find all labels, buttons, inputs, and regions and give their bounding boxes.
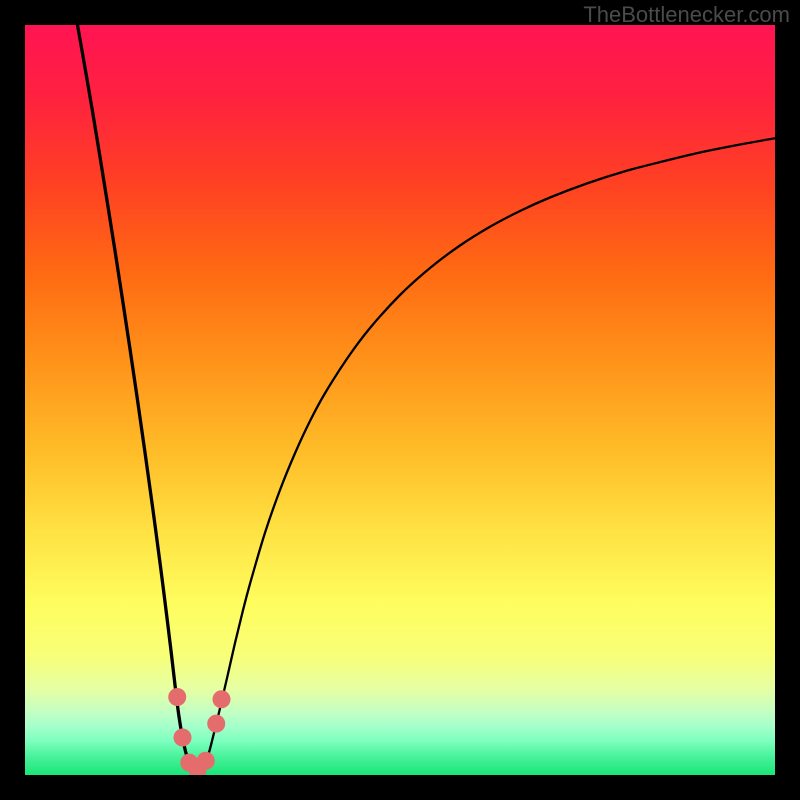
marker-dot xyxy=(213,690,231,708)
marker-dot xyxy=(174,729,192,747)
chart-stage: TheBottlenecker.com xyxy=(0,0,800,800)
watermark-text: TheBottlenecker.com xyxy=(583,2,790,28)
marker-dot xyxy=(168,688,186,706)
marker-dot xyxy=(197,752,215,770)
chart-svg xyxy=(0,0,800,800)
marker-dot xyxy=(207,715,225,733)
